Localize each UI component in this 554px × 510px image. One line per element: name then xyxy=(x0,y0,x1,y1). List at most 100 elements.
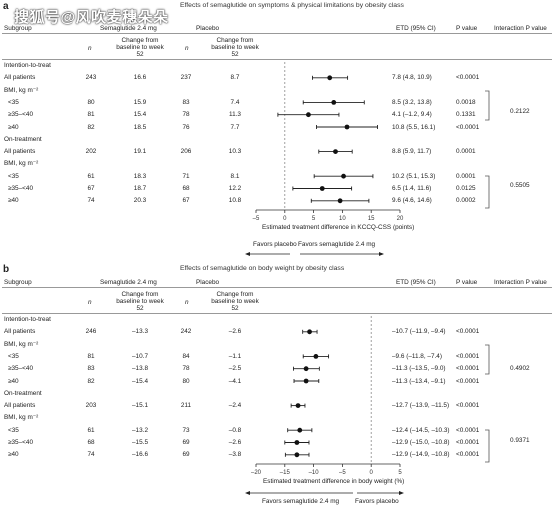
watermark: 搜狐号@风吹麦穗朵朵 xyxy=(14,9,169,26)
col-subgroup: Subgroup xyxy=(4,25,32,32)
panel-b-favors-right: Favors placebo xyxy=(355,498,399,505)
x-tick-label: 5 xyxy=(312,216,316,222)
cell-etd: 8.5 (3.2, 13.8) xyxy=(392,98,432,106)
cell-n1: 61 xyxy=(87,172,95,180)
x-tick-label: –5 xyxy=(339,470,346,476)
row-label: BMI, kg m⁻² xyxy=(4,86,39,94)
cell-p: 0.0001 xyxy=(456,172,476,180)
x-tick-label: 5 xyxy=(398,470,402,476)
panel-a-interaction-2: 0.5505 xyxy=(510,182,530,189)
col-sema-b: Semaglutide 2.4 mg xyxy=(100,279,157,286)
cell-c2: 12.2 xyxy=(228,185,242,192)
cell-n1: 67 xyxy=(87,185,95,192)
cell-c1: 15.4 xyxy=(133,111,147,119)
panel-a-interaction-brackets xyxy=(485,90,490,209)
x-tick-label: 10 xyxy=(339,216,346,222)
x-tick-label: –10 xyxy=(309,470,320,476)
cell-p: <0.0001 xyxy=(456,377,480,385)
point-estimate xyxy=(337,198,343,204)
cell-p: <0.0001 xyxy=(456,328,480,336)
cell-c2: –2.6 xyxy=(228,439,242,446)
col-p: P value xyxy=(456,25,478,32)
panel-a-favors-arrows xyxy=(245,252,384,256)
panel-a-favors-left: Favors placebo xyxy=(253,241,297,248)
point-estimate xyxy=(297,427,303,433)
cell-etd: –9.6 (–11.8, –7.4) xyxy=(392,352,442,360)
cell-c1: –16.6 xyxy=(132,451,148,459)
row-label: <35 xyxy=(8,352,19,360)
panel-letter-b: b xyxy=(3,264,10,275)
point-estimate xyxy=(303,378,309,384)
cell-c2: 8.7 xyxy=(230,74,240,82)
cell-etd: –10.7 (–11.9, –9.4) xyxy=(392,328,446,336)
cell-c1: 18.7 xyxy=(133,185,147,192)
cell-n2: 67 xyxy=(182,197,190,205)
panel-letter-a: a xyxy=(3,1,9,12)
cell-c1: –15.4 xyxy=(132,377,148,385)
cell-c1: –15.1 xyxy=(132,402,148,410)
point-estimate xyxy=(341,173,346,179)
cell-c1: 20.3 xyxy=(133,197,147,205)
cell-etd: 9.6 (4.6, 14.6) xyxy=(392,197,432,205)
row-label: ≥35–<40 xyxy=(8,365,34,373)
row-label: On-treatment xyxy=(4,135,42,143)
cell-n2: 78 xyxy=(182,365,190,373)
row-label: On-treatment xyxy=(4,389,42,397)
row-label: ≥40 xyxy=(8,123,19,131)
point-estimate xyxy=(303,366,309,372)
cell-n2: 68 xyxy=(182,185,190,192)
x-tick-label: 0 xyxy=(283,216,287,222)
cell-p: 0.0001 xyxy=(456,148,476,156)
row-label: ≥40 xyxy=(8,451,19,459)
x-tick-label: 20 xyxy=(397,216,404,222)
cell-n1: 82 xyxy=(87,377,95,385)
cell-c1: 18.3 xyxy=(133,172,147,180)
cell-c2: 10.8 xyxy=(228,197,242,205)
row-label: <35 xyxy=(8,98,19,106)
cell-n2: 73 xyxy=(182,426,190,434)
cell-c2: –2.5 xyxy=(228,365,242,373)
cell-p: <0.0001 xyxy=(456,74,480,82)
cell-c2: –4.1 xyxy=(228,377,242,385)
cell-etd: –12.9 (–14.9, –10.8) xyxy=(392,451,450,459)
col-change-sema-b: Change from baseline to week 52 xyxy=(116,291,164,312)
col-p-b: P value xyxy=(456,279,478,286)
cell-p: <0.0001 xyxy=(456,365,480,373)
cell-n2: 242 xyxy=(180,328,192,336)
cell-c2: –2.4 xyxy=(228,402,242,410)
col-change-placebo: Change from baseline to week 52 xyxy=(211,37,259,58)
row-label: Intention-to-treat xyxy=(4,62,51,69)
row-label: BMI, kg m⁻² xyxy=(4,160,39,168)
row-label: All patients xyxy=(4,402,36,410)
point-estimate xyxy=(306,112,311,118)
panel-b-interaction-2: 0.9371 xyxy=(510,437,530,444)
cell-p: <0.0001 xyxy=(456,426,480,434)
cell-etd: 10.2 (5.1, 15.3) xyxy=(392,172,436,180)
col-sema: Semaglutide 2.4 mg xyxy=(100,25,157,32)
panel-a-title: Effects of semaglutide on symptoms & phy… xyxy=(180,2,404,9)
cell-p: <0.0001 xyxy=(456,352,480,360)
x-tick-label: –5 xyxy=(253,216,260,222)
col-change-sema: Change from baseline to week 52 xyxy=(116,37,164,58)
row-label: BMI, kg m⁻² xyxy=(4,340,39,348)
cell-c1: 18.5 xyxy=(133,123,147,131)
cell-c1: 16.6 xyxy=(133,74,147,82)
cell-p: <0.0001 xyxy=(456,451,480,459)
row-label: All patients xyxy=(4,148,36,156)
point-estimate xyxy=(294,452,300,458)
cell-n2: 80 xyxy=(182,377,190,385)
panel-b-xlabel: Estimated treatment difference in body w… xyxy=(263,478,405,485)
panel-a-favors-right: Favors semaglutide 2.4 mg xyxy=(298,241,376,248)
cell-n2: 206 xyxy=(180,148,192,156)
row-label: Intention-to-treat xyxy=(4,316,51,323)
cell-n1: 74 xyxy=(87,197,95,205)
col-placebo: Placebo xyxy=(196,25,220,32)
cell-n1: 74 xyxy=(87,451,95,459)
panel-b-favors-left: Favors semaglutide 2.4 mg xyxy=(262,498,340,505)
col-etd: ETD (95% CI) xyxy=(396,25,436,32)
cell-c2: –2.6 xyxy=(228,328,242,336)
col-placebo-b: Placebo xyxy=(196,279,220,286)
col-change-placebo-b: Change from baseline to week 52 xyxy=(211,291,259,312)
cell-c2: 7.7 xyxy=(230,123,240,131)
point-estimate xyxy=(294,440,300,445)
